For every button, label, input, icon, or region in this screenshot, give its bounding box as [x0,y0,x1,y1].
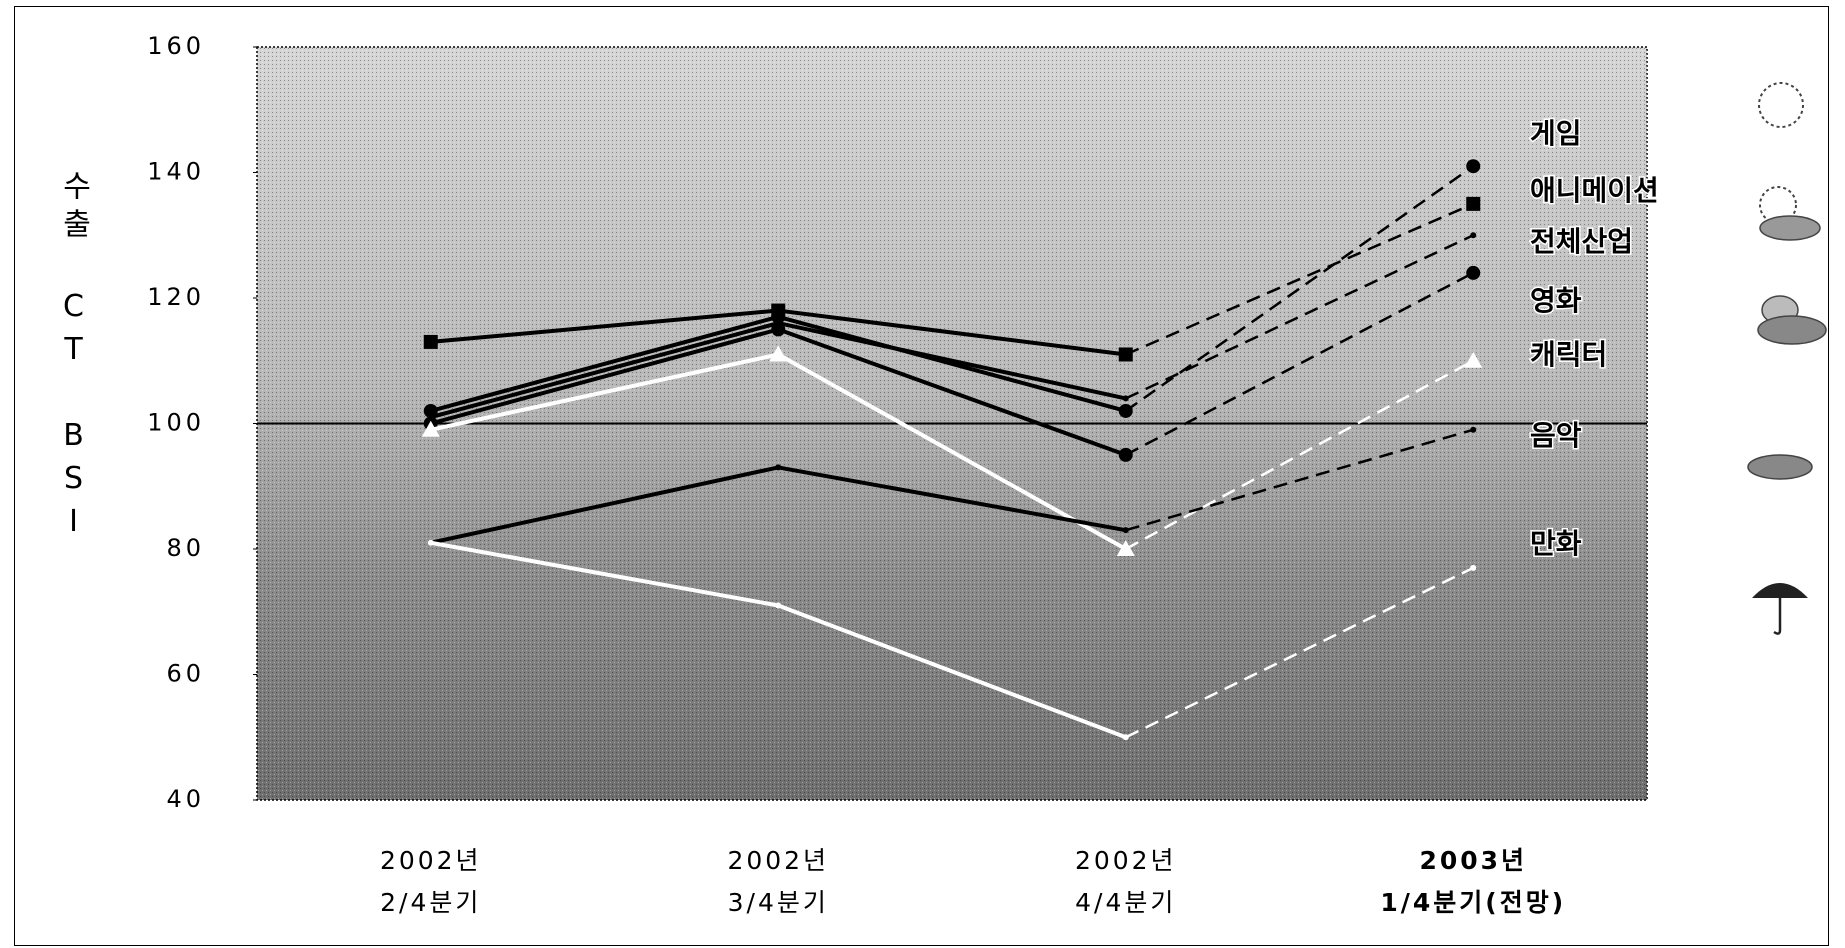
marker [775,464,781,470]
weather-icons [1748,83,1826,634]
legend-label: 영화 [1530,284,1582,317]
x-tick-label: 2003년 1/4분기(전망) [1323,840,1623,924]
marker [1470,427,1476,433]
marker [775,602,781,608]
y-tick-label: 100 [147,409,205,437]
marker [1466,266,1480,280]
chart: 40 60 80 100 120 140 160 게임애니메이션전체산업영화캐릭터음악만화 [0,0,1845,948]
y-tick-label: 80 [166,534,205,562]
y-tick-label: 120 [147,283,205,311]
marker [771,304,785,318]
marker [1123,734,1129,740]
marker [424,335,438,349]
marker [1123,395,1129,401]
sun-icon [1759,83,1803,127]
y-tick-label: 140 [147,158,205,186]
marker [771,322,785,336]
marker [1470,232,1476,238]
marker [1470,565,1476,571]
marker [1119,347,1133,361]
cloud-icon [1758,296,1826,344]
x-tick-label: 2002년 3/4분기 [628,840,928,924]
marker [1123,527,1129,533]
y-tick-label: 60 [166,660,205,688]
x-tick-label: 2002년 2/4분기 [281,840,581,924]
marker [1119,448,1133,462]
legend-label: 만화 [1530,527,1582,560]
legend-label: 애니메이션 [1530,174,1659,207]
legend-label: 캐릭터 [1530,338,1607,371]
y-tick-label: 40 [166,785,205,813]
dark-cloud-icon [1748,455,1812,479]
legend-label: 전체산업 [1530,225,1633,258]
legend-label: 음악 [1530,419,1582,452]
y-axis-label: 수출 CT BSI [58,170,88,547]
marker [1466,159,1480,173]
x-tick-label: 2002년 4/4분기 [976,840,1276,924]
umbrella-icon [1752,583,1808,634]
marker [1466,197,1480,211]
marker [1119,404,1133,418]
page: {"chart_data": {"type": "line", "y_label… [0,0,1845,948]
legend-label: 게임 [1530,117,1582,150]
y-tick-label: 160 [147,32,205,60]
sun-cloud-icon [1760,187,1820,240]
marker [428,540,434,546]
